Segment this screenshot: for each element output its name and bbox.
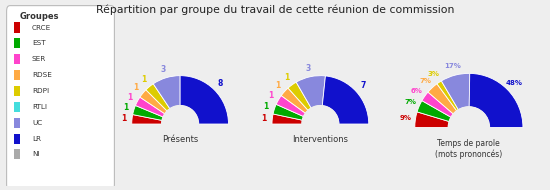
Wedge shape [288, 82, 311, 110]
Text: 8: 8 [218, 79, 223, 88]
Wedge shape [132, 115, 162, 124]
Bar [14, 38, 20, 48]
Text: 1: 1 [120, 114, 126, 123]
Text: RDSE: RDSE [32, 72, 52, 78]
Text: 3%: 3% [428, 71, 440, 77]
Text: 48%: 48% [506, 80, 523, 86]
Wedge shape [417, 101, 451, 122]
Text: NI: NI [32, 151, 40, 158]
Wedge shape [146, 84, 170, 111]
Text: 1: 1 [276, 81, 280, 90]
Text: UC: UC [32, 120, 42, 126]
Text: 1: 1 [123, 103, 128, 112]
Text: 1: 1 [263, 102, 269, 111]
Wedge shape [428, 84, 456, 114]
Bar [14, 150, 20, 159]
Text: 7: 7 [360, 81, 365, 90]
FancyBboxPatch shape [7, 6, 114, 190]
Text: 17%: 17% [444, 63, 461, 69]
Text: 1: 1 [261, 114, 266, 123]
Circle shape [448, 107, 490, 148]
Text: 7%: 7% [420, 78, 432, 84]
Bar [14, 102, 20, 112]
Text: Interventions: Interventions [293, 135, 348, 144]
Wedge shape [281, 88, 308, 113]
Wedge shape [441, 73, 470, 110]
Wedge shape [276, 96, 305, 116]
Bar [14, 54, 20, 64]
Text: 3: 3 [161, 65, 166, 74]
Text: 9%: 9% [400, 115, 412, 121]
Circle shape [302, 106, 339, 142]
Wedge shape [273, 104, 304, 120]
Text: RDPI: RDPI [32, 88, 49, 94]
Bar [14, 22, 20, 32]
Wedge shape [469, 73, 523, 127]
Text: CRCE: CRCE [32, 25, 51, 31]
Text: 3: 3 [306, 64, 311, 73]
Wedge shape [437, 81, 458, 111]
Text: Présents: Présents [162, 135, 198, 144]
Text: Groupes: Groupes [20, 12, 59, 21]
Wedge shape [296, 76, 326, 108]
Wedge shape [180, 76, 228, 124]
Text: 1: 1 [134, 83, 139, 92]
Text: 1: 1 [127, 93, 133, 102]
Wedge shape [415, 112, 449, 127]
Wedge shape [140, 90, 167, 114]
Wedge shape [133, 105, 163, 120]
Text: 1: 1 [284, 73, 289, 82]
Text: Temps de parole
(mots prononcés): Temps de parole (mots prononcés) [435, 139, 503, 159]
Wedge shape [422, 92, 453, 117]
Text: SER: SER [32, 56, 46, 62]
Text: 1: 1 [141, 75, 146, 84]
Bar [14, 118, 20, 128]
Text: 6%: 6% [411, 88, 423, 94]
Text: EST: EST [32, 40, 46, 46]
Text: RTLI: RTLI [32, 104, 47, 110]
Text: 1: 1 [268, 91, 273, 100]
Text: LR: LR [32, 136, 41, 142]
Wedge shape [153, 76, 180, 109]
Wedge shape [135, 97, 165, 117]
Wedge shape [322, 76, 368, 124]
Circle shape [162, 106, 199, 142]
Bar [14, 86, 20, 96]
Bar [14, 70, 20, 80]
Wedge shape [272, 114, 302, 124]
Text: Répartition par groupe du travail de cette réunion de commission: Répartition par groupe du travail de cet… [96, 5, 454, 15]
Text: 7%: 7% [404, 99, 416, 105]
Bar [14, 134, 20, 144]
